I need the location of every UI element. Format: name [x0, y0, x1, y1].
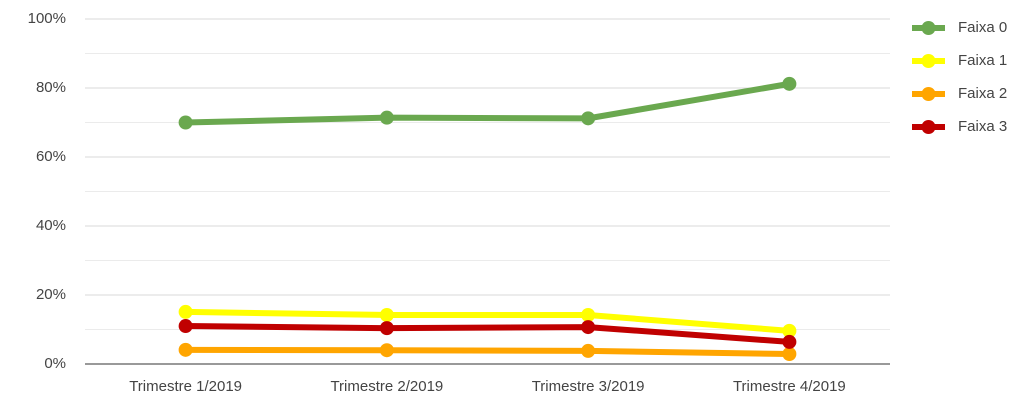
- point: [782, 334, 797, 349]
- y-tick-label: 40%: [36, 217, 66, 234]
- x-tick-label: Trimestre 3/2019: [532, 378, 645, 395]
- legend-label: Faixa 0: [958, 19, 1007, 36]
- point: [782, 323, 797, 338]
- legend-dot: [921, 120, 936, 134]
- point: [782, 346, 797, 361]
- legend-dot: [921, 54, 936, 68]
- legend-dot: [921, 21, 936, 35]
- series-line: [185, 308, 790, 334]
- legend-label: Faixa 3: [958, 118, 1007, 135]
- point: [581, 111, 596, 126]
- legend-label: Faixa 2: [958, 85, 1007, 102]
- legend-label: Faixa 1: [958, 52, 1007, 69]
- y-tick-label: 60%: [36, 148, 66, 165]
- x-tick-label: Trimestre 1/2019: [129, 378, 242, 395]
- series-line: [185, 80, 790, 126]
- point: [379, 308, 394, 323]
- point: [782, 76, 797, 91]
- series-line: [185, 346, 790, 357]
- point: [178, 304, 193, 319]
- legend-dot: [921, 87, 936, 101]
- point: [581, 308, 596, 323]
- point: [581, 320, 596, 335]
- point: [178, 342, 193, 357]
- x-tick-label: Trimestre 4/2019: [733, 378, 846, 395]
- y-tick-label: 0%: [44, 355, 66, 372]
- point: [178, 319, 193, 334]
- series-line: [185, 323, 790, 345]
- point: [581, 343, 596, 358]
- y-tick-label: 20%: [36, 286, 66, 303]
- y-tick-label: 100%: [28, 10, 66, 27]
- x-tick-label: Trimestre 2/2019: [330, 378, 443, 395]
- y-tick-label: 80%: [36, 79, 66, 96]
- point: [379, 110, 394, 125]
- point: [379, 321, 394, 336]
- point: [178, 115, 193, 130]
- point: [379, 343, 394, 358]
